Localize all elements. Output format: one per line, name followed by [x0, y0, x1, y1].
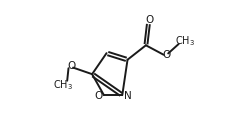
Text: O: O [163, 50, 171, 60]
Text: CH$_3$: CH$_3$ [53, 78, 73, 92]
Text: O: O [94, 91, 103, 101]
Text: O: O [145, 15, 153, 25]
Text: N: N [124, 91, 132, 101]
Text: O: O [67, 61, 75, 71]
Text: CH$_3$: CH$_3$ [175, 34, 195, 48]
